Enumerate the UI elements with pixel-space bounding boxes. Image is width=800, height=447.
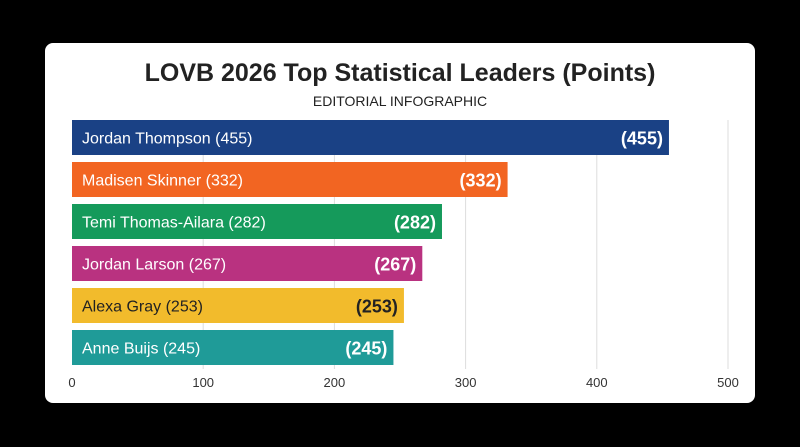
x-tick-200: 200: [324, 375, 346, 390]
bar-2: [72, 162, 508, 197]
bar-label-4: Jordan Larson (267): [82, 257, 226, 274]
bar-label-2: Madisen Skinner (332): [82, 173, 243, 190]
x-tick-0: 0: [68, 375, 75, 390]
bar-value-5: (253): [356, 297, 398, 317]
x-tick-500: 500: [717, 375, 739, 390]
bar-chart: Jordan Thompson (455) (455) Madisen Skinne…: [68, 120, 739, 390]
bar-4: [72, 246, 423, 281]
bar-1: [72, 120, 669, 155]
bar-label-3: Temi Thomas-Ailara (282): [82, 215, 266, 232]
bar-3: [72, 204, 442, 239]
bar-value-4: (267): [374, 255, 416, 275]
chart-card: LOVB 2026 Top Statistical Leaders (Point…: [45, 43, 755, 403]
bar-value-2: (332): [460, 171, 502, 191]
chart-title: LOVB 2026 Top Statistical Leaders (Point…: [144, 59, 656, 87]
x-tick-100: 100: [192, 375, 214, 390]
bar-value-6: (245): [345, 339, 387, 359]
bar-label-6: Anne Buijs (245): [82, 341, 200, 358]
bar-label-1: Jordan Thompson (455): [82, 131, 252, 148]
x-tick-400: 400: [586, 375, 608, 390]
x-tick-300: 300: [455, 375, 477, 390]
bar-value-1: (455): [621, 129, 663, 149]
bar-label-5: Alexa Gray (253): [82, 299, 203, 316]
bar-6: [72, 330, 394, 365]
bar-value-3: (282): [394, 213, 436, 233]
chart-subtitle: EDITORIAL INFOGRAPHIC: [312, 93, 488, 109]
bar-5: [72, 288, 404, 323]
